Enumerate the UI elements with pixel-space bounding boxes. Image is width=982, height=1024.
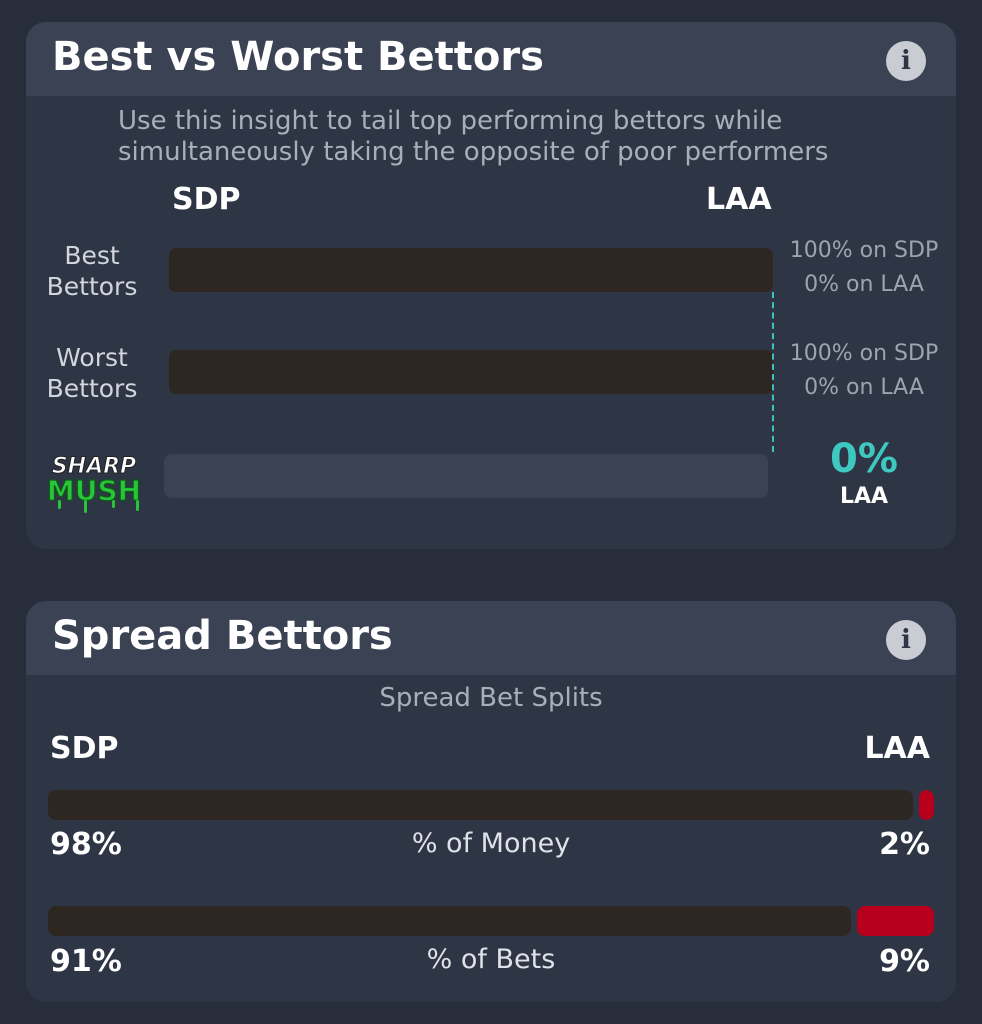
- bets-laa-pct: 9%: [879, 944, 930, 979]
- team-right-label: LAA: [706, 182, 772, 217]
- logo-drip: [58, 500, 61, 509]
- bets-metric-label: % of Bets: [426, 944, 556, 975]
- money-laa-segment: [919, 790, 934, 820]
- best-vs-worst-card: Best vs Worst Bettors i Use this insight…: [26, 22, 956, 549]
- bets-laa-segment: [857, 906, 934, 936]
- sharp-mush-team: LAA: [839, 484, 889, 509]
- best-bettors-label: Best Bettors: [46, 241, 138, 301]
- team-left-label: SDP: [50, 731, 119, 766]
- sharp-mush-logo: SHARP MUSH: [46, 454, 142, 513]
- best-bettors-bar: [169, 248, 773, 292]
- card-title: Spread Bettors: [52, 613, 393, 659]
- worst-bettors-laa-text: 0% on LAA: [804, 375, 924, 400]
- bets-split-bar: [48, 906, 934, 936]
- sharp-mush-bar: [164, 454, 768, 498]
- money-metric-label: % of Money: [411, 828, 571, 859]
- card-header: Spread Bettors i: [26, 601, 956, 675]
- best-bettors-sdp-text: 100% on SDP: [789, 238, 939, 263]
- worst-bettors-label: Worst Bettors: [46, 343, 138, 403]
- worst-bettors-bar: [169, 350, 773, 394]
- logo-drip: [112, 500, 115, 508]
- best-bettors-laa-text: 0% on LAA: [804, 272, 924, 297]
- info-icon[interactable]: i: [886, 41, 926, 81]
- bets-sdp-pct: 91%: [50, 944, 122, 979]
- logo-top-text: SHARP: [52, 454, 136, 479]
- team-left-label: SDP: [172, 182, 241, 217]
- logo-drip: [136, 500, 139, 511]
- dashed-divider: [772, 292, 774, 452]
- logo-bottom-text: MUSH: [47, 474, 141, 507]
- card-subtitle: Use this insight to tail top performing …: [118, 106, 829, 167]
- info-icon[interactable]: i: [886, 620, 926, 660]
- money-laa-pct: 2%: [879, 827, 930, 862]
- worst-bettors-sdp-text: 100% on SDP: [789, 341, 939, 366]
- worst-bettors-sdp-fill: [169, 350, 773, 394]
- money-sdp-pct: 98%: [50, 827, 122, 862]
- team-right-label: LAA: [864, 731, 930, 766]
- money-split-bar: [48, 790, 934, 820]
- logo-drip: [84, 500, 87, 513]
- sharp-mush-value: 0%: [830, 436, 898, 482]
- card-header: Best vs Worst Bettors i: [26, 22, 956, 96]
- bets-sdp-segment: [48, 906, 852, 936]
- best-bettors-breakdown: 100% on SDP 0% on LAA: [784, 234, 944, 302]
- spread-bettors-card: Spread Bettors i Spread Bet Splits SDP L…: [26, 601, 956, 1002]
- best-bettors-sdp-fill: [169, 248, 773, 292]
- worst-bettors-breakdown: 100% on SDP 0% on LAA: [784, 337, 944, 405]
- card-title: Best vs Worst Bettors: [52, 34, 544, 80]
- money-sdp-segment: [48, 790, 914, 820]
- splits-title: Spread Bet Splits: [379, 683, 603, 713]
